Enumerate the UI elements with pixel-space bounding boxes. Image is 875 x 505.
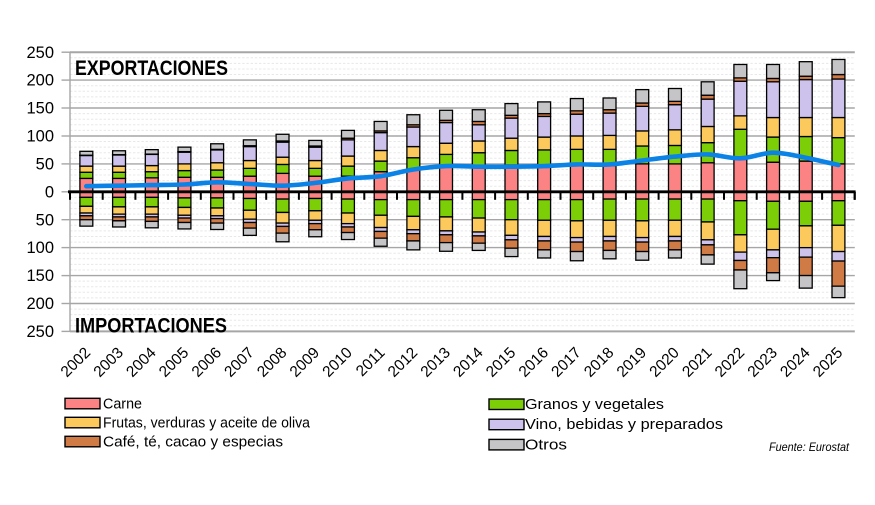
svg-text:Granos y vegetales: Granos y vegetales <box>525 396 664 413</box>
svg-text:250: 250 <box>26 323 54 341</box>
svg-text:Frutas, verduras y aceite de o: Frutas, verduras y aceite de oliva <box>103 414 311 431</box>
svg-text:Café, té, cacao y especias: Café, té, cacao y especias <box>103 433 283 450</box>
svg-text:150: 150 <box>26 267 54 285</box>
svg-text:50: 50 <box>36 156 54 174</box>
svg-text:100: 100 <box>26 239 54 257</box>
svg-text:Carne: Carne <box>103 395 142 412</box>
svg-text:EXPORTACIONES: EXPORTACIONES <box>75 57 228 80</box>
svg-text:200: 200 <box>26 72 54 90</box>
svg-text:Fuente: Eurostat: Fuente: Eurostat <box>769 440 850 454</box>
svg-text:200: 200 <box>26 295 54 313</box>
svg-text:0: 0 <box>45 183 54 201</box>
svg-text:50: 50 <box>36 211 54 229</box>
svg-text:100: 100 <box>26 128 54 146</box>
svg-text:IMPORTACIONES: IMPORTACIONES <box>75 314 227 337</box>
svg-text:250: 250 <box>26 44 54 62</box>
svg-text:Vino, bebidas y preparados: Vino, bebidas y preparados <box>525 416 723 433</box>
svg-text:Otros: Otros <box>525 436 567 453</box>
svg-text:150: 150 <box>26 100 54 118</box>
